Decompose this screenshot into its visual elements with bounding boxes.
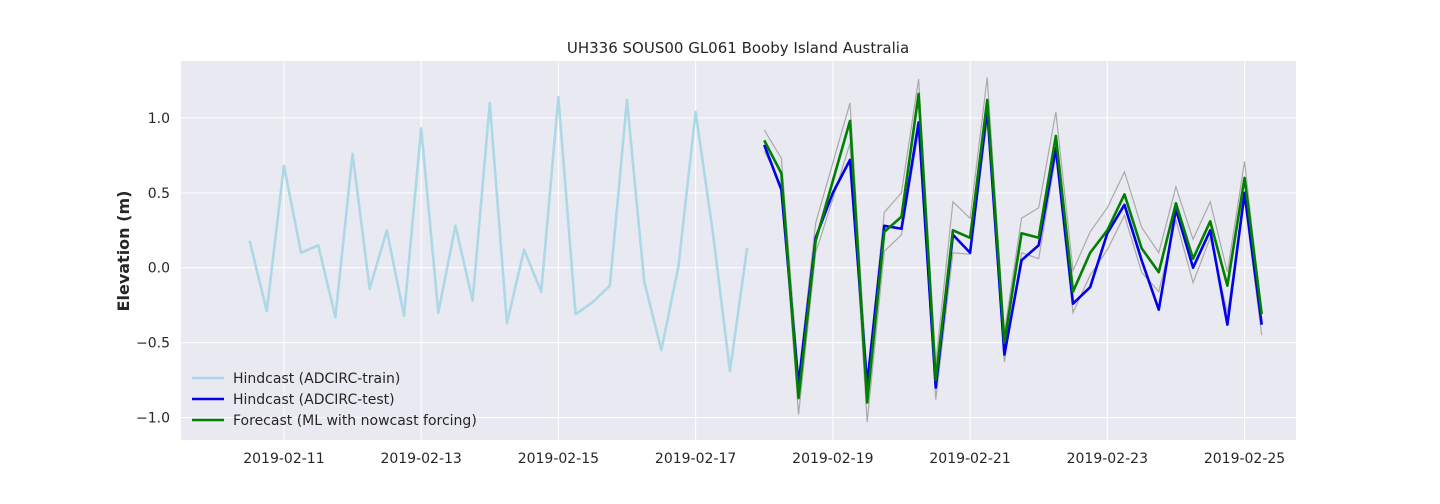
- legend-label: Hindcast (ADCIRC-train): [233, 371, 400, 387]
- x-tick-label: 2019-02-13: [380, 451, 461, 467]
- y-tick-label: −1.0: [136, 411, 170, 427]
- y-tick-labels: 1.0 0.5 0.0 −0.5 −1.0: [136, 111, 170, 427]
- x-tick-label: 2019-02-11: [243, 451, 324, 467]
- series-line-forecast: [763, 92, 1263, 404]
- y-tick-label: 0.5: [148, 186, 170, 202]
- y-axis-label: Elevation (m): [114, 191, 133, 312]
- series-line-train: [248, 95, 749, 373]
- legend-label: Forecast (ML with nowcast forcing): [233, 413, 477, 429]
- y-tick-label: 0.0: [148, 261, 170, 277]
- y-tick-label: 1.0: [148, 111, 170, 127]
- x-tick-label: 2019-02-19: [792, 451, 873, 467]
- series-lines: [248, 92, 1263, 404]
- series-line-test: [763, 107, 1263, 389]
- plot-background: [181, 61, 1296, 440]
- x-tick-label: 2019-02-21: [929, 451, 1010, 467]
- chart-title: UH336 SOUS00 GL061 Booby Island Australi…: [567, 39, 909, 57]
- x-tick-labels: 2019-02-11 2019-02-13 2019-02-15 2019-02-17…: [243, 451, 1285, 467]
- legend: Hindcast (ADCIRC-train) Hindcast (ADCIRC-…: [192, 371, 477, 429]
- x-tick-label: 2019-02-23: [1067, 451, 1148, 467]
- x-tick-label: 2019-02-15: [518, 451, 599, 467]
- legend-label: Hindcast (ADCIRC-test): [233, 392, 395, 408]
- x-tick-label: 2019-02-17: [655, 451, 736, 467]
- y-tick-label: −0.5: [136, 336, 170, 352]
- x-tick-label: 2019-02-25: [1204, 451, 1285, 467]
- band-upper-line: [763, 77, 1263, 381]
